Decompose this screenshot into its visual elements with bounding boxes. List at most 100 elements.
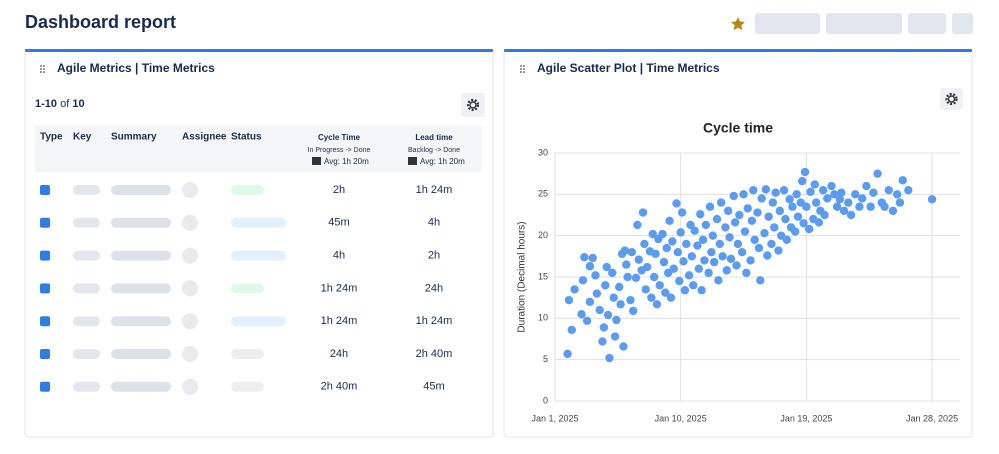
point bbox=[723, 206, 733, 216]
y-tick-label: 0 bbox=[543, 395, 548, 405]
point bbox=[715, 239, 724, 249]
point bbox=[726, 254, 736, 264]
point bbox=[832, 202, 842, 211]
point bbox=[689, 281, 698, 290]
point bbox=[774, 246, 783, 255]
cycle-time: 4h bbox=[333, 250, 345, 262]
point bbox=[672, 199, 681, 208]
point bbox=[791, 227, 800, 236]
key-placeholder bbox=[73, 250, 100, 261]
point bbox=[640, 239, 649, 249]
point bbox=[722, 266, 731, 275]
point bbox=[880, 202, 889, 211]
point bbox=[585, 297, 595, 306]
point bbox=[788, 202, 797, 211]
avg-icon bbox=[312, 157, 321, 165]
status-pill bbox=[231, 250, 286, 261]
point bbox=[768, 198, 778, 207]
point bbox=[603, 310, 613, 320]
point bbox=[601, 281, 610, 290]
y-tick-label: 15 bbox=[538, 271, 548, 281]
type-icon bbox=[40, 217, 50, 228]
point bbox=[757, 194, 766, 203]
point bbox=[564, 295, 574, 305]
point bbox=[771, 188, 780, 197]
placeholder-button[interactable] bbox=[755, 13, 820, 34]
point bbox=[830, 190, 839, 199]
status-pill bbox=[231, 349, 264, 359]
x-tick-label: Jan 1, 2025 bbox=[531, 413, 578, 423]
point bbox=[655, 281, 664, 290]
point bbox=[679, 257, 688, 266]
x-tick-label: Jan 19, 2025 bbox=[780, 413, 832, 423]
point bbox=[835, 195, 845, 204]
point bbox=[567, 325, 576, 335]
point bbox=[785, 195, 794, 204]
lead-time: 1h 24m bbox=[416, 184, 453, 196]
cycle-time: 45m bbox=[328, 217, 349, 229]
point bbox=[806, 187, 815, 197]
point bbox=[869, 188, 878, 197]
placeholder-button[interactable] bbox=[826, 13, 902, 34]
point bbox=[666, 293, 676, 302]
point bbox=[631, 273, 641, 283]
point bbox=[629, 306, 638, 316]
panel bbox=[24, 49, 494, 438]
point bbox=[754, 243, 764, 253]
point bbox=[661, 288, 670, 297]
cycle-time: 1h 24m bbox=[321, 282, 358, 294]
status-pill bbox=[231, 185, 264, 195]
point bbox=[609, 293, 618, 302]
lead-time: 45m bbox=[423, 381, 444, 393]
point bbox=[580, 252, 589, 262]
point bbox=[687, 252, 697, 261]
y-tick-label: 20 bbox=[538, 230, 548, 240]
point bbox=[729, 191, 738, 201]
point bbox=[797, 176, 807, 186]
settings-button[interactable] bbox=[940, 88, 963, 110]
y-tick-label: 30 bbox=[538, 147, 548, 157]
page-title: Dashboard report bbox=[25, 12, 176, 32]
panel-title: Agile Scatter Plot | Time Metrics bbox=[537, 61, 720, 75]
x-tick-label: Jan 10, 2025 bbox=[655, 413, 707, 423]
point bbox=[747, 216, 757, 225]
point bbox=[591, 271, 600, 280]
panel-title: Agile Metrics | Time Metrics bbox=[57, 61, 215, 75]
point bbox=[578, 276, 588, 285]
point bbox=[582, 316, 592, 326]
point bbox=[782, 235, 792, 244]
point bbox=[802, 202, 811, 211]
point bbox=[642, 262, 652, 272]
status-pill bbox=[231, 316, 286, 327]
placeholder-button[interactable] bbox=[908, 13, 946, 34]
lead-time: 2h 40m bbox=[416, 348, 453, 360]
y-tick-label: 10 bbox=[538, 313, 548, 323]
point bbox=[749, 186, 758, 195]
star-icon[interactable] bbox=[731, 17, 745, 31]
point bbox=[680, 286, 690, 295]
point bbox=[707, 248, 716, 257]
point bbox=[659, 257, 669, 267]
point bbox=[814, 218, 824, 227]
key-placeholder bbox=[73, 217, 100, 228]
drag-handle[interactable] bbox=[520, 65, 525, 73]
summary-placeholder bbox=[111, 185, 171, 195]
pagination: 1-10 of 10 bbox=[35, 98, 85, 110]
point bbox=[779, 186, 789, 195]
point bbox=[647, 293, 656, 302]
key-placeholder bbox=[73, 185, 100, 195]
point bbox=[811, 198, 821, 207]
point bbox=[781, 214, 790, 224]
placeholder-button[interactable] bbox=[952, 13, 973, 34]
point bbox=[844, 198, 853, 207]
point bbox=[718, 252, 727, 261]
point bbox=[595, 305, 604, 315]
point bbox=[612, 315, 621, 325]
settings-button[interactable] bbox=[461, 93, 485, 117]
point bbox=[669, 264, 678, 273]
point bbox=[721, 223, 730, 232]
panel-accent bbox=[504, 49, 972, 52]
point bbox=[714, 276, 723, 285]
drag-handle[interactable] bbox=[40, 65, 45, 73]
col-avg: Avg: 1h 20m bbox=[420, 157, 465, 166]
